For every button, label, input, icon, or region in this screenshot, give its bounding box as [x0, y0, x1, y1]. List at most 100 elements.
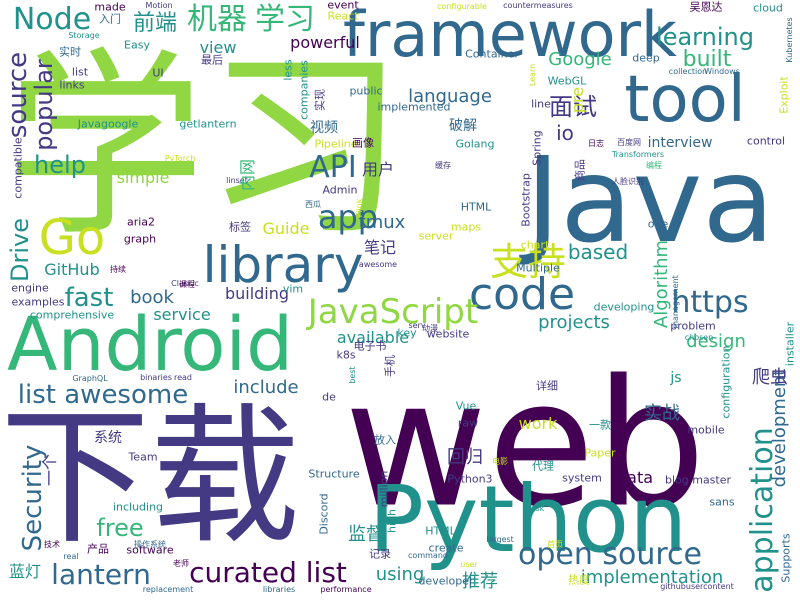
cloud-word: implementation: [580, 567, 724, 588]
cloud-word: key: [397, 326, 417, 340]
cloud-word: sans: [709, 495, 735, 509]
cloud-word: Paper: [584, 446, 616, 460]
cloud-word: configurable: [437, 2, 487, 11]
cloud-word: free: [96, 514, 144, 542]
cloud-word: 操作系统: [134, 540, 166, 549]
cloud-word: 技术: [44, 540, 60, 549]
cloud-word: framework: [343, 0, 677, 71]
cloud-word: view: [199, 38, 237, 57]
cloud-word: 代理: [532, 459, 554, 473]
cloud-word: 前端: [132, 11, 178, 36]
cloud-word: event: [327, 0, 359, 12]
cloud-word: 学习: [255, 2, 315, 37]
cloud-word: js: [670, 370, 682, 386]
cloud-word: performance: [320, 585, 372, 594]
cloud-word: 内网: [238, 158, 257, 192]
cloud-word: based: [567, 240, 629, 264]
cloud-word: maps: [450, 220, 482, 234]
cloud-word: 一款: [589, 418, 611, 432]
cloud-word: 缓存: [435, 161, 451, 170]
cloud-word: less: [281, 59, 295, 81]
cloud-word: Go: [38, 210, 106, 266]
cloud-word: real: [63, 552, 79, 561]
cloud-word: software: [126, 543, 174, 557]
cloud-word: control: [746, 134, 786, 148]
cloud-word: built: [682, 47, 732, 72]
cloud-word: problem: [670, 319, 716, 333]
cloud-word: 持续: [110, 265, 126, 274]
cloud-word: cloud: [753, 1, 783, 15]
cloud-word: web: [344, 343, 706, 547]
cloud-word: developer: [418, 574, 474, 588]
cloud-word: Javagoogle: [77, 117, 139, 131]
cloud-word: io: [556, 121, 574, 145]
cloud-word: Structure: [308, 467, 360, 481]
cloud-word: collection: [668, 67, 708, 76]
cloud-word: Flink: [355, 198, 364, 218]
cloud-word: HTML5: [425, 524, 463, 538]
cloud-word: Bootstrap: [519, 173, 533, 227]
cloud-word: Algorithm: [651, 239, 672, 329]
cloud-word: 课程: [179, 280, 195, 289]
cloud-word: configuration: [719, 345, 733, 419]
cloud-word: binaries: [140, 373, 172, 382]
cloud-word: 标签: [229, 220, 251, 234]
cloud-word: fast: [64, 283, 114, 313]
cloud-word: one: [647, 217, 669, 231]
cloud-word: interview: [647, 135, 713, 151]
cloud-word: libraries: [262, 585, 296, 594]
cloud-word: 笔记: [363, 238, 397, 257]
cloud-word: Learn: [528, 63, 537, 87]
cloud-word: Android: [6, 302, 294, 388]
cloud-word: Python: [368, 466, 688, 573]
cloud-word: replacement: [142, 585, 194, 594]
cloud-word: examples: [11, 295, 65, 309]
cloud-word: Spring: [530, 130, 544, 166]
cloud-word: awesome: [358, 260, 398, 269]
cloud-word: line: [531, 97, 551, 111]
cloud-word: Node: [12, 2, 92, 37]
cloud-word: comprehensive: [29, 308, 115, 322]
cloud-word: PyTorch: [164, 154, 196, 163]
cloud-word: 学习: [4, 31, 406, 264]
cloud-word: linset: [226, 176, 248, 185]
cloud-word: pre: [568, 86, 587, 114]
cloud-word: compatible: [11, 137, 25, 199]
cloud-word: 实时: [59, 45, 81, 59]
cloud-word: open source: [517, 537, 703, 572]
cloud-word: management: [671, 275, 680, 329]
cloud-word: 详细: [536, 379, 558, 393]
cloud-word: raw: [457, 416, 479, 430]
cloud-word: developing: [593, 300, 655, 314]
cloud-word: 视频: [310, 120, 338, 136]
cloud-word: projects: [538, 312, 610, 333]
cloud-word: 推荐: [462, 571, 498, 592]
cloud-word: Transformers: [611, 150, 665, 159]
cloud-word: mobile: [687, 423, 725, 437]
cloud-word: server: [418, 229, 454, 243]
cloud-word: 面试: [549, 93, 597, 121]
cloud-word: 热度: [568, 573, 590, 587]
cloud-word: WebGL: [547, 74, 587, 88]
cloud-word: 产品: [87, 542, 109, 556]
cloud-word: 百度网: [617, 138, 641, 147]
cloud-word: serv: [408, 321, 426, 330]
cloud-word: curated list: [189, 556, 347, 589]
cloud-word: de: [322, 390, 336, 404]
cloud-word: 电影: [492, 457, 508, 466]
cloud-word: UI: [152, 66, 164, 80]
cloud-word: list: [71, 65, 89, 79]
cloud-word: app: [317, 198, 379, 236]
cloud-word: Google: [548, 49, 612, 70]
cloud-word: Windows: [704, 67, 740, 76]
cloud-word: React: [327, 9, 359, 23]
cloud-word: using: [375, 564, 425, 585]
cloud-word: 放入: [374, 433, 396, 447]
cloud-word: vim: [282, 282, 304, 296]
cloud-word: 回归: [447, 447, 483, 468]
cloud-word: lantern: [51, 558, 151, 591]
cloud-word: links: [59, 78, 85, 92]
cloud-word: public: [349, 84, 383, 98]
cloud-word: Guide: [262, 219, 310, 238]
